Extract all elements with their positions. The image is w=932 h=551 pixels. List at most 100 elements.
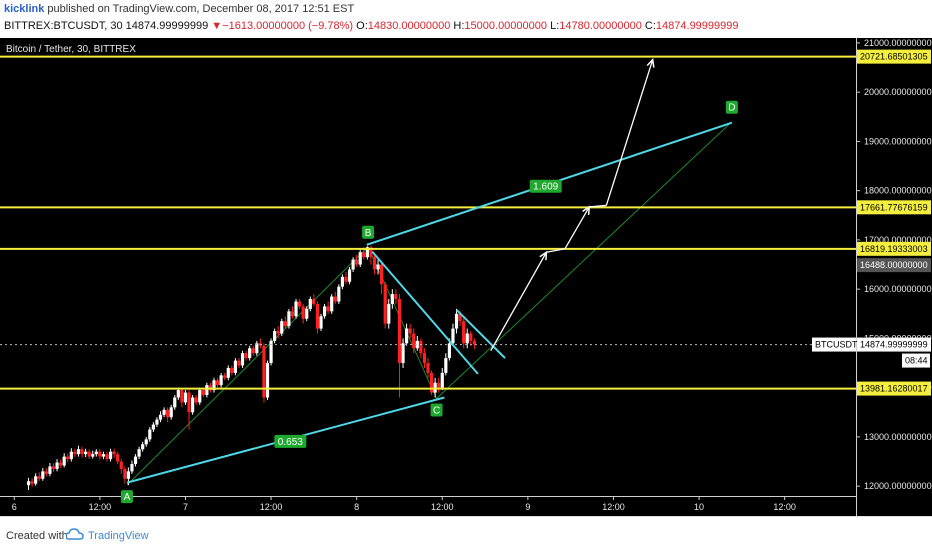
- x-tick-label: 8: [354, 502, 359, 512]
- footer: Created with TradingView: [0, 516, 932, 551]
- candle-body: [48, 466, 52, 474]
- channel-line: [455, 309, 506, 359]
- chart-area[interactable]: 12000.0000000013000.0000000014000.000000…: [0, 38, 932, 516]
- candle-body: [337, 286, 341, 302]
- fib-ratio-label-bg: [529, 179, 562, 193]
- y-tick-label: 21000.00000000: [864, 38, 932, 48]
- x-tick-label: 9: [525, 502, 530, 512]
- last-price-text: 14874.99999999: [860, 340, 928, 350]
- projection-path-segment: [589, 204, 607, 208]
- candle-body: [429, 372, 434, 393]
- candle-body: [380, 264, 384, 285]
- candle-body: [251, 348, 255, 354]
- candle-body: [169, 407, 173, 418]
- candle-body: [454, 313, 459, 329]
- tradingview-link[interactable]: TradingView: [88, 530, 149, 542]
- candle-body: [98, 451, 102, 457]
- candle-body: [137, 449, 141, 457]
- x-tick-label: 12:00: [89, 502, 112, 512]
- candle-body: [41, 471, 45, 479]
- high-price-box: [857, 258, 931, 273]
- tradingview-cloud-icon[interactable]: [66, 527, 84, 541]
- chart-header: kicklink published on TradingView.com, D…: [0, 0, 932, 38]
- candle-body: [330, 296, 334, 312]
- candle-body: [340, 276, 344, 287]
- candle-body: [465, 333, 469, 344]
- price-chart[interactable]: 12000.0000000013000.0000000014000.000000…: [0, 38, 932, 516]
- high-value: 15000.00000000: [464, 20, 548, 32]
- candle-body: [44, 471, 48, 474]
- candle-body: [30, 481, 34, 484]
- publish-text: published on TradingView.com, December 0…: [47, 3, 355, 15]
- candle-body: [287, 311, 291, 327]
- candle-body: [319, 316, 323, 329]
- candle-body: [141, 444, 145, 450]
- candle-body: [119, 461, 123, 469]
- level-price-box: [857, 241, 931, 256]
- wave-point-label-bg: [725, 100, 738, 114]
- candle-body: [66, 456, 70, 460]
- x-tick-label: 10: [694, 502, 704, 512]
- symbol-label[interactable]: BITTREX:BTCUSDT, 30: [4, 20, 123, 32]
- x-tick-label: 12:00: [773, 502, 796, 512]
- candle-body: [173, 397, 177, 408]
- candle-body: [244, 353, 248, 359]
- created-with-text: Created with: [6, 530, 68, 542]
- candle-body: [369, 247, 373, 258]
- candle-body: [451, 328, 455, 344]
- wave-point-label: B: [365, 228, 372, 239]
- author-link[interactable]: kicklink: [4, 3, 45, 15]
- candle-body: [447, 343, 451, 359]
- y-tick-label: 19000.00000000: [864, 136, 932, 146]
- candle-body: [358, 252, 362, 265]
- candle-body: [394, 294, 398, 300]
- high-price-text: 16488.00000000: [860, 260, 928, 270]
- candle-body: [194, 397, 198, 403]
- candle-body: [116, 454, 120, 462]
- level-price-text: 20721.68501305: [860, 52, 928, 62]
- candle-body: [237, 360, 241, 366]
- high-label: H:: [453, 20, 465, 32]
- candle-body: [397, 299, 402, 364]
- candle-body: [240, 353, 245, 366]
- open-label: O:: [356, 20, 368, 32]
- candle-body: [133, 456, 138, 464]
- candle-body: [372, 257, 377, 270]
- candle-body: [444, 358, 448, 373]
- candle-body: [276, 331, 280, 334]
- candle-body: [62, 456, 66, 466]
- candle-body: [55, 462, 59, 469]
- projection-arrowhead: [646, 58, 655, 68]
- candle-body: [283, 321, 287, 327]
- down-arrow-icon: ▼: [211, 20, 223, 32]
- candle-body: [59, 462, 63, 466]
- low-label: L:: [550, 20, 560, 32]
- symbol-tag-box: [812, 337, 856, 352]
- projection-arrowhead: [539, 250, 548, 261]
- candle-body: [223, 375, 227, 378]
- candle-body: [205, 385, 209, 396]
- level-price-box: [857, 381, 931, 396]
- candle-body: [387, 303, 391, 324]
- candle-body: [191, 397, 195, 413]
- candle-body: [101, 454, 106, 457]
- last-price: 14874.99999999: [125, 20, 209, 32]
- chart-background: [0, 38, 932, 516]
- candle-body: [362, 252, 366, 258]
- open-value: 14830.00000000: [367, 20, 451, 32]
- candle-body: [422, 353, 427, 364]
- pattern-line: [436, 121, 733, 399]
- candle-body: [344, 276, 348, 282]
- candle-body: [87, 451, 91, 457]
- candle-body: [294, 301, 298, 317]
- wave-point-label: C: [433, 405, 440, 416]
- candle-body: [26, 481, 31, 486]
- x-tick-label: 12:00: [602, 502, 625, 512]
- candle-body: [148, 429, 152, 440]
- candle-body: [419, 340, 423, 354]
- fib-ratio-label: 1.609: [533, 182, 558, 193]
- candle-body: [322, 306, 327, 317]
- candle-body: [426, 363, 430, 373]
- candle-body: [390, 294, 394, 304]
- projection-path-segment: [605, 59, 654, 206]
